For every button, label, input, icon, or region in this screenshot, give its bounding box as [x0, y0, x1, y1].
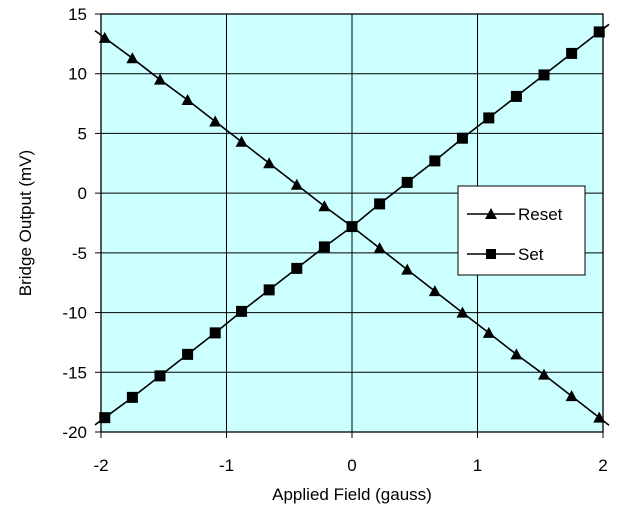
reset-data-point	[153, 73, 166, 85]
reset-data-point	[593, 411, 606, 423]
x-tick-label: 1	[473, 456, 482, 475]
set-data-point	[154, 370, 166, 382]
x-tick-label: 0	[347, 456, 356, 475]
reset-data-point	[235, 135, 248, 147]
reset-data-point	[373, 242, 386, 254]
y-tick-label: -15	[62, 363, 87, 382]
set-data-point	[510, 90, 522, 102]
y-tick-label: 0	[78, 184, 87, 203]
set-data-point	[374, 198, 386, 210]
legend-box	[457, 185, 586, 276]
y-tick-label: 5	[78, 124, 87, 143]
y-tick-label: -5	[72, 244, 87, 263]
reset-data-point	[209, 115, 222, 127]
set-data-point	[346, 221, 358, 233]
y-tick-label: -10	[62, 304, 87, 323]
series-layer	[94, 23, 610, 426]
set-data-point	[593, 26, 605, 38]
reset-data-point	[456, 306, 469, 318]
set-data-point	[99, 412, 111, 424]
x-axis-title: Applied Field (gauss)	[272, 485, 432, 504]
set-data-point	[538, 69, 550, 81]
reset-data-point	[565, 390, 578, 402]
reset-data-point	[318, 200, 331, 212]
y-tick-label: 15	[68, 5, 87, 24]
set-data-point	[483, 112, 495, 124]
x-tick-label: -1	[219, 456, 234, 475]
reset-data-point	[401, 263, 414, 275]
y-tick-label: 10	[68, 65, 87, 84]
reset-data-point	[482, 326, 495, 338]
set-data-point	[126, 391, 138, 403]
set-data-point	[182, 348, 194, 360]
set-data-point	[401, 176, 413, 188]
legend: Reset Set	[457, 185, 586, 276]
reset-data-point	[290, 178, 303, 190]
reset-data-point	[181, 93, 194, 105]
set-data-point	[566, 47, 578, 59]
reset-data-point	[538, 368, 551, 380]
reset-data-point	[428, 285, 441, 297]
reset-data-point	[510, 348, 523, 360]
set-data-point	[209, 327, 221, 339]
reset-data-point	[126, 52, 139, 64]
y-axis-title: Bridge Output (mV)	[16, 150, 35, 296]
legend-reset-marker	[485, 208, 497, 219]
reset-data-point	[98, 31, 111, 43]
set-data-point	[291, 262, 303, 274]
set-data-point	[263, 284, 275, 296]
legend-reset-label: Reset	[518, 205, 563, 224]
legend-set-label: Set	[518, 245, 544, 264]
x-tick-label: 2	[598, 456, 607, 475]
legend-set-marker	[486, 249, 496, 259]
set-data-point	[236, 305, 248, 317]
reset-data-point	[263, 157, 276, 169]
x-tick-label: -2	[93, 456, 108, 475]
y-tick-label: -20	[62, 423, 87, 442]
set-data-point	[456, 132, 468, 144]
set-data-point	[429, 155, 441, 167]
set-data-point	[318, 241, 330, 253]
